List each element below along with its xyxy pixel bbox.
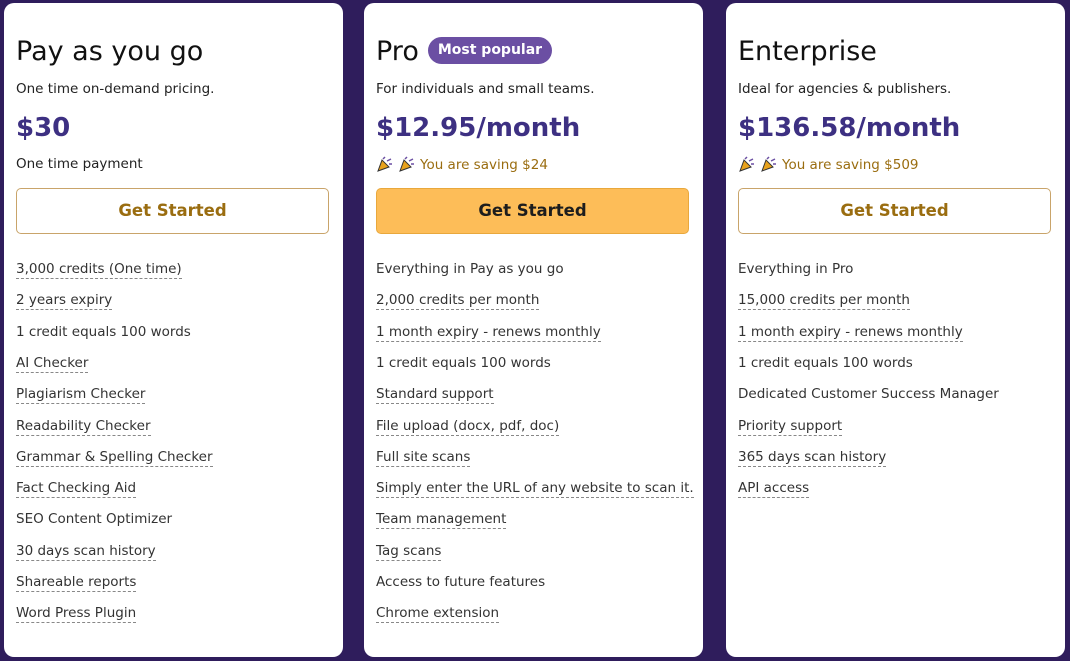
plan-card: Pro Most popular For individuals and small…	[364, 3, 703, 657]
feature: Tag scans	[376, 542, 442, 561]
feature: Word Press Plugin	[16, 605, 137, 624]
feature: 1 credit equals 100 words	[376, 354, 551, 371]
price-note: You are saving $24	[376, 156, 548, 173]
note-text: You are saving $509	[782, 157, 919, 173]
plan-name: Pay as you go	[16, 36, 204, 67]
party-icon	[399, 156, 414, 172]
feature: Priority support	[738, 417, 843, 436]
feature: File upload (docx, pdf, doc)	[376, 417, 560, 436]
feature: Everything in Pro	[738, 261, 854, 277]
feature: Readability Checker	[16, 417, 151, 436]
get-started-button[interactable]: Get Started	[16, 188, 329, 234]
feature: 1 credit equals 100 words	[16, 323, 191, 340]
feature: 2,000 credits per month	[376, 292, 540, 311]
plan-card: Pay as you go One time on-demand pricing.…	[4, 3, 343, 657]
plan-name: Enterprise	[738, 36, 877, 67]
get-started-button[interactable]: Get Started	[376, 188, 689, 234]
feature: 365 days scan history	[738, 448, 887, 467]
feature: SEO Content Optimizer	[16, 511, 173, 528]
feature: 1 month expiry - renews monthly	[376, 323, 601, 342]
price: $12.95/month	[376, 113, 581, 143]
price-note: You are saving $509	[738, 156, 919, 173]
feature: 1 month expiry - renews monthly	[738, 323, 963, 342]
feature: Dedicated Customer Success Manager	[738, 386, 999, 403]
note-text: One time payment	[16, 156, 143, 172]
feature: 30 days scan history	[16, 542, 156, 561]
get-started-button[interactable]: Get Started	[738, 188, 1051, 234]
price: $30	[16, 113, 71, 143]
feature: Standard support	[376, 386, 494, 405]
feature: AI Checker	[16, 354, 89, 373]
feature: 2 years expiry	[16, 292, 113, 311]
feature: Fact Checking Aid	[16, 480, 137, 499]
feature: Team management	[376, 511, 507, 530]
feature: Simply enter the URL of any website to s…	[376, 480, 694, 499]
plan-card: Enterprise Ideal for agencies & publisher…	[726, 3, 1065, 657]
feature: Grammar & Spelling Checker	[16, 448, 213, 467]
feature: 1 credit equals 100 words	[738, 354, 913, 371]
feature: Full site scans	[376, 448, 471, 467]
feature: Plagiarism Checker	[16, 386, 146, 405]
price: $136.58/month	[738, 113, 961, 143]
badge: Most popular	[427, 37, 553, 64]
plan-name: Pro	[376, 36, 419, 67]
plan-description: Ideal for agencies & publishers.	[738, 81, 952, 97]
price-note: One time payment	[16, 156, 143, 172]
feature: Shareable reports	[16, 574, 137, 592]
plan-description: One time on-demand pricing.	[16, 81, 215, 97]
feature: 3,000 credits (One time)	[16, 261, 182, 279]
feature: Access to future features	[376, 574, 546, 590]
party-icon	[761, 156, 776, 172]
party-icon	[739, 156, 754, 172]
feature: API access	[738, 480, 810, 499]
party-icon	[377, 156, 392, 172]
feature: Chrome extension	[376, 605, 500, 624]
plan-description: For individuals and small teams.	[376, 81, 595, 97]
feature: 15,000 credits per month	[738, 292, 910, 311]
note-text: You are saving $24	[420, 157, 548, 173]
feature: Everything in Pay as you go	[376, 261, 564, 277]
